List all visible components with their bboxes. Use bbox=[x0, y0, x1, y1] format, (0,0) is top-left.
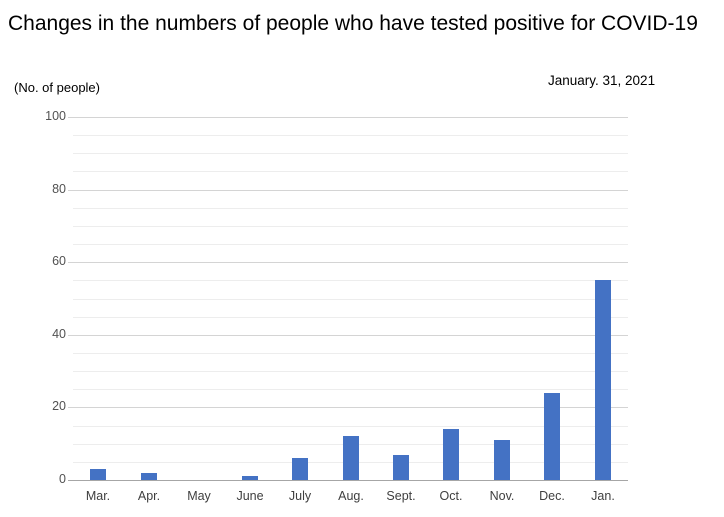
x-tick-label: June bbox=[236, 489, 264, 503]
date-annotation: January. 31, 2021 bbox=[548, 73, 656, 88]
minor-gridline bbox=[73, 153, 628, 154]
x-tick-label: Sept. bbox=[386, 489, 416, 503]
major-gridline bbox=[68, 190, 628, 191]
x-tick-label: Aug. bbox=[338, 489, 364, 503]
minor-gridline bbox=[73, 371, 628, 372]
y-tick-label: 100 bbox=[45, 109, 66, 123]
minor-gridline bbox=[73, 426, 628, 427]
major-gridline bbox=[68, 407, 628, 408]
x-tick-label: Jan. bbox=[591, 489, 615, 503]
x-axis-line bbox=[68, 480, 628, 481]
bar-sept bbox=[393, 455, 409, 480]
bar-july bbox=[292, 458, 308, 480]
x-tick-label: Dec. bbox=[539, 489, 565, 503]
bar-oct bbox=[443, 429, 459, 480]
y-tick-label: 20 bbox=[52, 399, 66, 413]
x-tick-label: Oct. bbox=[439, 489, 463, 503]
x-tick-label: Mar. bbox=[85, 489, 111, 503]
y-axis-unit-label: (No. of people) bbox=[14, 80, 100, 95]
x-tick-label: Apr. bbox=[137, 489, 161, 503]
bar-mar bbox=[90, 469, 106, 480]
minor-gridline bbox=[73, 135, 628, 136]
minor-gridline bbox=[73, 389, 628, 390]
bar-dec bbox=[544, 393, 560, 480]
minor-gridline bbox=[73, 208, 628, 209]
minor-gridline bbox=[73, 171, 628, 172]
y-tick-label: 0 bbox=[59, 472, 66, 486]
bar-apr bbox=[141, 473, 157, 480]
bar-nov bbox=[494, 440, 510, 480]
x-tick-label: May bbox=[187, 489, 211, 503]
major-gridline bbox=[68, 117, 628, 118]
minor-gridline bbox=[73, 280, 628, 281]
major-gridline bbox=[68, 262, 628, 263]
bar-june bbox=[242, 476, 258, 480]
x-tick-label: July bbox=[288, 489, 312, 503]
chart-title: Changes in the numbers of people who hav… bbox=[8, 12, 698, 35]
minor-gridline bbox=[73, 299, 628, 300]
y-tick-label: 60 bbox=[52, 254, 66, 268]
y-tick-label: 40 bbox=[52, 327, 66, 341]
major-gridline bbox=[68, 335, 628, 336]
x-tick-label: Nov. bbox=[489, 489, 515, 503]
bar-aug bbox=[343, 436, 359, 480]
y-tick-label: 80 bbox=[52, 182, 66, 196]
minor-gridline bbox=[73, 226, 628, 227]
minor-gridline bbox=[73, 317, 628, 318]
minor-gridline bbox=[73, 353, 628, 354]
minor-gridline bbox=[73, 244, 628, 245]
bar-jan bbox=[595, 280, 611, 480]
